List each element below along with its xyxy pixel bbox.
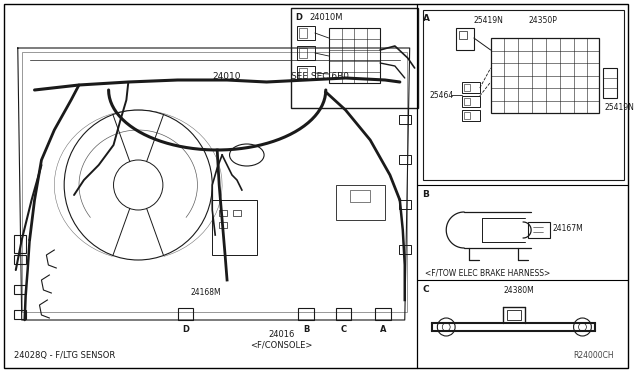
Text: 24010M: 24010M bbox=[309, 13, 342, 22]
Bar bbox=[297, 46, 315, 60]
Bar bbox=[399, 200, 411, 209]
Bar bbox=[14, 285, 26, 294]
Bar bbox=[456, 28, 474, 50]
Text: SEE SEC.6B0: SEE SEC.6B0 bbox=[291, 72, 349, 81]
Text: 24010: 24010 bbox=[213, 72, 241, 81]
Bar bbox=[299, 68, 307, 78]
Bar bbox=[464, 84, 470, 91]
Text: <F/TOW ELEC BRAKE HARNESS>: <F/TOW ELEC BRAKE HARNESS> bbox=[424, 268, 550, 277]
Bar bbox=[399, 115, 411, 124]
Bar bbox=[219, 210, 227, 216]
Text: 24380M: 24380M bbox=[504, 286, 534, 295]
Text: 25419N: 25419N bbox=[474, 16, 504, 25]
Text: 25419N: 25419N bbox=[604, 103, 634, 112]
Bar bbox=[212, 200, 257, 255]
Text: A: A bbox=[380, 325, 387, 334]
Text: 24016: 24016 bbox=[268, 330, 294, 339]
Text: D: D bbox=[295, 13, 302, 22]
Text: B: B bbox=[303, 325, 309, 334]
Text: 24167M: 24167M bbox=[553, 224, 584, 232]
Bar bbox=[14, 310, 26, 319]
Text: <F/CONSOLE>: <F/CONSOLE> bbox=[250, 340, 312, 349]
Bar bbox=[399, 155, 411, 164]
Text: 24028Q - F/LTG SENSOR: 24028Q - F/LTG SENSOR bbox=[14, 351, 115, 360]
Bar bbox=[219, 222, 227, 228]
Text: R24000CH: R24000CH bbox=[573, 351, 614, 360]
Bar bbox=[291, 8, 417, 108]
Bar bbox=[462, 110, 480, 121]
Bar bbox=[491, 38, 599, 113]
Text: B: B bbox=[422, 190, 429, 199]
Bar bbox=[233, 210, 241, 216]
Text: A: A bbox=[422, 14, 429, 23]
Bar bbox=[298, 308, 314, 320]
Bar bbox=[375, 308, 391, 320]
Text: 25464: 25464 bbox=[429, 90, 454, 99]
Bar bbox=[464, 112, 470, 119]
Bar bbox=[459, 31, 467, 39]
Bar bbox=[528, 222, 550, 238]
Bar bbox=[297, 66, 315, 80]
Bar bbox=[462, 82, 480, 93]
Bar bbox=[351, 190, 370, 202]
Text: 24168M: 24168M bbox=[191, 288, 221, 297]
Bar bbox=[297, 26, 315, 40]
Bar bbox=[464, 98, 470, 105]
Bar bbox=[178, 308, 193, 320]
Bar bbox=[422, 10, 624, 180]
Bar bbox=[603, 68, 617, 98]
Text: 24350P: 24350P bbox=[528, 16, 557, 25]
Bar bbox=[14, 255, 26, 264]
Bar bbox=[335, 185, 385, 220]
Text: D: D bbox=[182, 325, 189, 334]
Bar bbox=[399, 245, 411, 254]
Bar bbox=[329, 28, 380, 83]
Bar bbox=[335, 308, 351, 320]
Text: C: C bbox=[422, 285, 429, 294]
Text: C: C bbox=[340, 325, 347, 334]
Bar bbox=[14, 235, 26, 253]
Bar bbox=[299, 28, 307, 38]
Bar bbox=[299, 48, 307, 58]
Bar bbox=[508, 310, 521, 320]
Bar bbox=[462, 96, 480, 107]
Bar bbox=[22, 52, 407, 312]
